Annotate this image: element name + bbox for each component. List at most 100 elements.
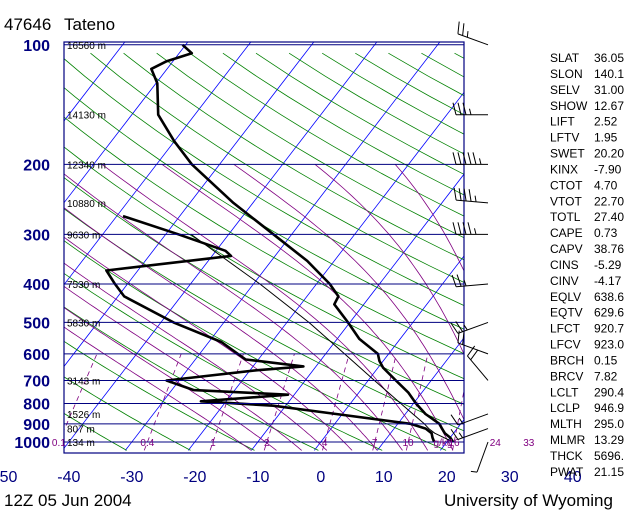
index-value: 923.0 <box>594 338 624 352</box>
pressure-tick-label: 600 <box>23 347 50 364</box>
moist-adiabat-line <box>64 207 378 451</box>
index-key: EQTV <box>550 306 583 320</box>
dry-adiabat-line <box>64 240 447 451</box>
wind-barb <box>451 274 489 288</box>
mixing-ratio-label: 0.4 <box>140 438 154 449</box>
temperature-tick-label: 0 <box>316 469 325 486</box>
mixing-ratio-label: 16 <box>448 438 460 449</box>
index-value: 22.70 <box>594 194 624 208</box>
wind-barb-staff <box>457 428 489 440</box>
data-source: University of Wyoming <box>444 491 613 510</box>
mixing-ratio-line <box>263 353 295 451</box>
isotherm-line <box>0 36 3 450</box>
station-name: Tateno <box>64 15 115 34</box>
height-label: 9630 m <box>67 230 100 241</box>
dry-adiabat-line <box>156 52 464 239</box>
index-key: CINS <box>550 258 579 272</box>
wind-barb-feather <box>450 428 459 440</box>
dry-adiabat-line <box>64 87 464 330</box>
dry-adiabat-line <box>64 376 191 451</box>
wind-barb-half-feather <box>470 470 478 473</box>
wind-barb-feather <box>452 152 457 165</box>
index-value: 638.6 <box>594 290 624 304</box>
axis-labels: 1002003004005006007008009001000-80-70-60… <box>0 38 582 486</box>
wind-barb-feather <box>467 222 472 235</box>
index-key: BRCV <box>550 369 583 383</box>
wind-barb-feather <box>456 274 462 287</box>
index-value: 21.15 <box>594 465 624 479</box>
index-key: VTOT <box>550 194 582 208</box>
index-value: 290.4 <box>594 385 624 399</box>
pressure-tick-label: 300 <box>23 227 50 244</box>
isotherm-line <box>64 42 378 449</box>
moist-adiabat-line <box>462 164 464 167</box>
wind-barb-feather <box>462 102 467 115</box>
dry-adiabat-line <box>64 340 255 451</box>
wind-barb-half-feather <box>458 432 464 439</box>
wind-barb <box>452 222 488 235</box>
mixing-ratio-line <box>494 354 510 451</box>
wind-barb <box>470 441 489 473</box>
wind-barb <box>467 345 489 381</box>
index-key: EQLV <box>550 290 581 304</box>
wind-barb-feather <box>450 414 459 426</box>
temperature-tick-label: -10 <box>246 469 269 486</box>
wind-barb-feather <box>450 322 459 334</box>
pressure-tick-label: 700 <box>23 373 50 390</box>
wind-barb-feather <box>467 152 472 165</box>
moist-adiabat-line <box>64 173 403 451</box>
wind-barb-staff <box>467 355 489 381</box>
wind-barb-feather <box>462 332 465 345</box>
wind-barb-half-feather <box>466 31 469 38</box>
index-value: 920.7 <box>594 322 624 336</box>
temperature-tick-label: 40 <box>564 469 582 486</box>
mixing-ratio-label: g/kg <box>434 438 453 449</box>
wind-barb-half-feather <box>458 417 464 424</box>
index-value: 2.52 <box>594 115 618 129</box>
index-key: KINX <box>550 162 578 176</box>
mixing-ratio-label: 0.1 <box>52 438 66 449</box>
wind-barb <box>453 187 489 204</box>
dewpoint-profile-line <box>105 214 436 443</box>
mixing-ratio-label: 33 <box>523 438 535 449</box>
temperature-tick-label: 30 <box>501 469 519 486</box>
wind-barb-feather <box>472 152 477 165</box>
index-key: SLON <box>550 67 583 81</box>
mixing-ratio-line <box>372 353 397 451</box>
mixing-ratio-line <box>528 354 541 451</box>
index-value: 295.0 <box>594 417 624 431</box>
wind-barb-feather <box>457 21 460 34</box>
dry-adiabat-line <box>64 412 127 451</box>
wind-barb-feather <box>457 102 462 115</box>
pressure-tick-label: 1000 <box>14 435 50 452</box>
dry-adiabat-line <box>90 52 464 283</box>
mixing-ratio-line <box>64 353 98 432</box>
wind-barb <box>452 152 488 165</box>
wind-barb-staff <box>456 199 489 204</box>
temperature-tick-label: -40 <box>57 469 80 486</box>
temperature-tick-label: -30 <box>120 469 143 486</box>
index-value: 0.15 <box>594 353 618 367</box>
wind-barb-feather <box>452 222 457 235</box>
dry-adiabat-line <box>64 58 464 307</box>
wind-barb-feather <box>462 152 467 165</box>
dry-adiabat-line <box>189 52 464 217</box>
mixing-ratio-label: 10 <box>403 438 415 449</box>
moist-adiabat-line <box>161 164 454 451</box>
index-key: MLTH <box>550 417 582 431</box>
index-key: TOTL <box>550 210 581 224</box>
isotherm-line <box>251 173 464 451</box>
index-value: 31.00 <box>594 83 624 97</box>
index-key: SELV <box>550 83 580 97</box>
height-label: 7530 m <box>67 280 100 291</box>
index-value: -7.90 <box>594 162 622 176</box>
height-label: 1526 m <box>67 410 100 421</box>
index-value: 629.6 <box>594 306 624 320</box>
moist-adiabat-line <box>64 307 277 451</box>
index-value: 7.82 <box>594 369 618 383</box>
index-value: 946.9 <box>594 401 624 415</box>
mixing-ratio-line <box>209 353 244 451</box>
wind-barb-staff <box>456 283 489 288</box>
height-label: 12340 m <box>67 160 106 171</box>
wind-barb <box>450 413 489 426</box>
